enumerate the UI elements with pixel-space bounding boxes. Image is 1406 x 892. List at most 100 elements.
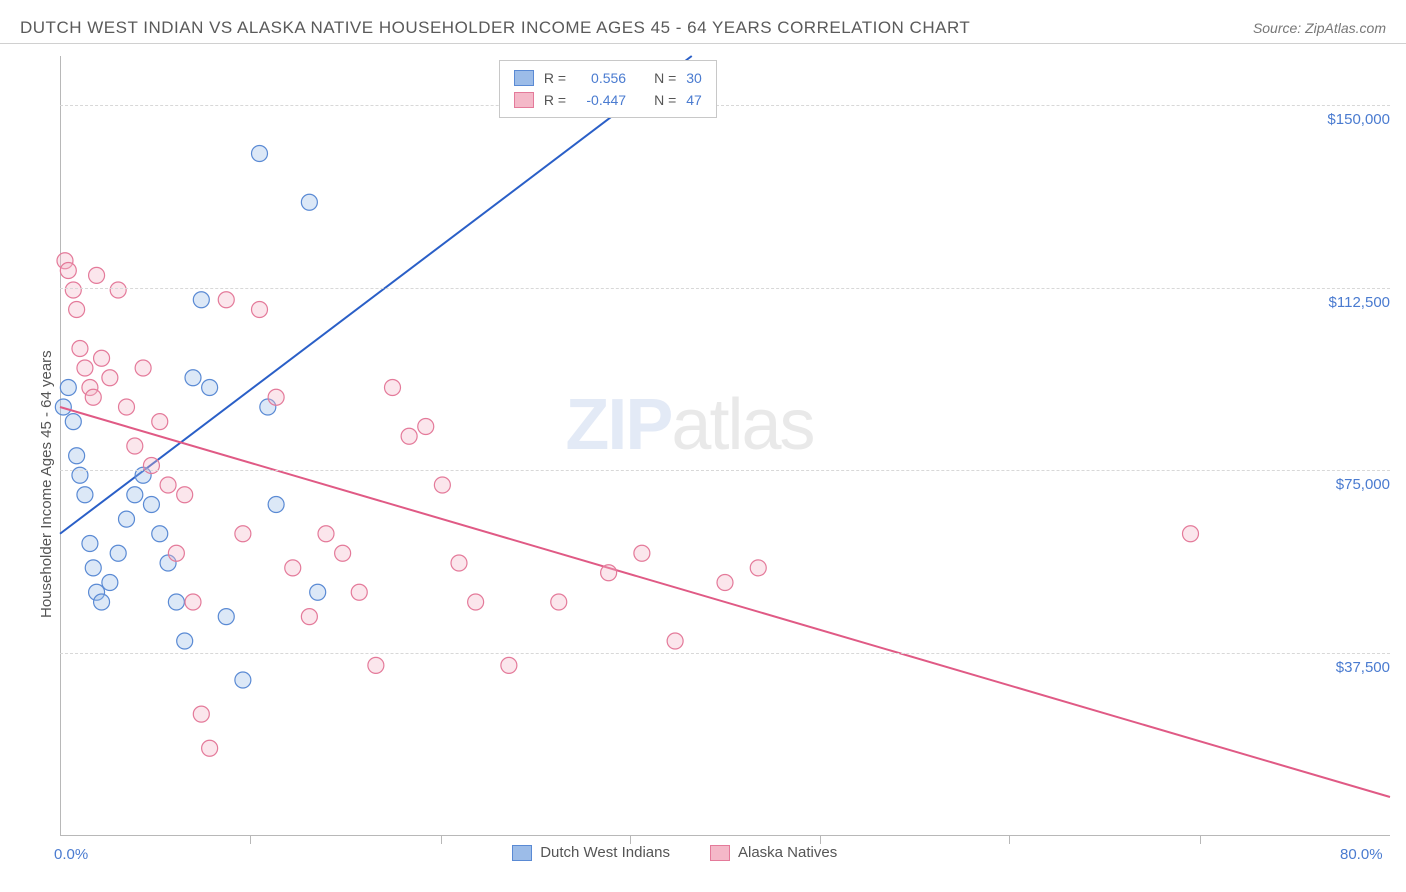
gridline [60,470,1390,471]
swatch-icon [710,845,730,861]
series-legend: Dutch West Indians Alaska Natives [512,844,837,861]
data-point [60,380,76,396]
x-tick [630,836,631,844]
n-label: N = [654,70,676,86]
data-point [119,511,135,527]
correlation-legend-row: R = 0.556 N = 30 [514,67,702,89]
data-point [94,350,110,366]
data-point [177,487,193,503]
data-point [717,575,733,591]
data-point [119,399,135,415]
data-point [69,302,85,318]
legend-item: Dutch West Indians [512,844,670,861]
data-point [310,584,326,600]
data-point [252,302,268,318]
data-point [152,414,168,430]
data-point [152,526,168,542]
data-point [434,477,450,493]
data-point [102,575,118,591]
data-point [401,428,417,444]
x-tick [441,836,442,844]
data-point [335,545,351,561]
data-point [89,267,105,283]
y-tick-label: $112,500 [1300,294,1390,311]
r-label: R = [544,92,566,108]
data-point [143,497,159,513]
data-point [110,545,126,561]
swatch-icon [512,845,532,861]
data-point [385,380,401,396]
data-point [368,657,384,673]
x-axis-min-label: 0.0% [54,846,88,863]
data-point [102,370,118,386]
correlation-chart: { "title": "DUTCH WEST INDIAN VS ALASKA … [0,0,1406,892]
data-point [77,487,93,503]
gridline [60,288,1390,289]
data-point [418,419,434,435]
data-point [501,657,517,673]
gridline [60,105,1390,106]
r-value: -0.447 [576,92,626,108]
data-point [85,389,101,405]
x-tick [820,836,821,844]
swatch-icon [514,92,534,108]
data-point [72,341,88,357]
y-axis-title: Householder Income Ages 45 - 64 years [38,350,55,618]
chart-title: DUTCH WEST INDIAN VS ALASKA NATIVE HOUSE… [20,18,970,38]
data-point [69,448,85,464]
data-point [127,487,143,503]
data-point [77,360,93,376]
data-point [65,414,81,430]
data-point [252,146,268,162]
data-point [193,292,209,308]
y-tick-label: $37,500 [1300,659,1390,676]
data-point [168,545,184,561]
data-point [551,594,567,610]
x-tick [250,836,251,844]
r-value: 0.556 [576,70,626,86]
data-point [202,380,218,396]
n-value: 30 [686,70,702,86]
data-point [634,545,650,561]
data-point [94,594,110,610]
x-tick [1200,836,1201,844]
data-point [218,292,234,308]
n-value: 47 [686,92,702,108]
trend-line [60,407,1390,797]
r-label: R = [544,70,566,86]
data-point [127,438,143,454]
data-point [285,560,301,576]
legend-item: Alaska Natives [710,844,837,861]
data-point [351,584,367,600]
source-attribution: Source: ZipAtlas.com [1253,20,1386,36]
data-point [1183,526,1199,542]
data-point [301,194,317,210]
data-point [85,560,101,576]
data-point [451,555,467,571]
data-point [82,536,98,552]
data-point [160,477,176,493]
data-point [135,360,151,376]
data-point [60,263,76,279]
data-point [177,633,193,649]
data-point [667,633,683,649]
title-bar: DUTCH WEST INDIAN VS ALASKA NATIVE HOUSE… [0,0,1406,44]
data-point [301,609,317,625]
scatter-svg [60,56,1390,836]
legend-label: Dutch West Indians [540,844,670,861]
swatch-icon [514,70,534,86]
data-point [318,526,334,542]
data-point [235,672,251,688]
data-point [268,497,284,513]
data-point [110,282,126,298]
n-label: N = [654,92,676,108]
y-tick-label: $75,000 [1300,476,1390,493]
data-point [168,594,184,610]
data-point [218,609,234,625]
data-point [235,526,251,542]
data-point [468,594,484,610]
plot-area [60,56,1390,836]
data-point [750,560,766,576]
data-point [65,282,81,298]
x-tick [1009,836,1010,844]
